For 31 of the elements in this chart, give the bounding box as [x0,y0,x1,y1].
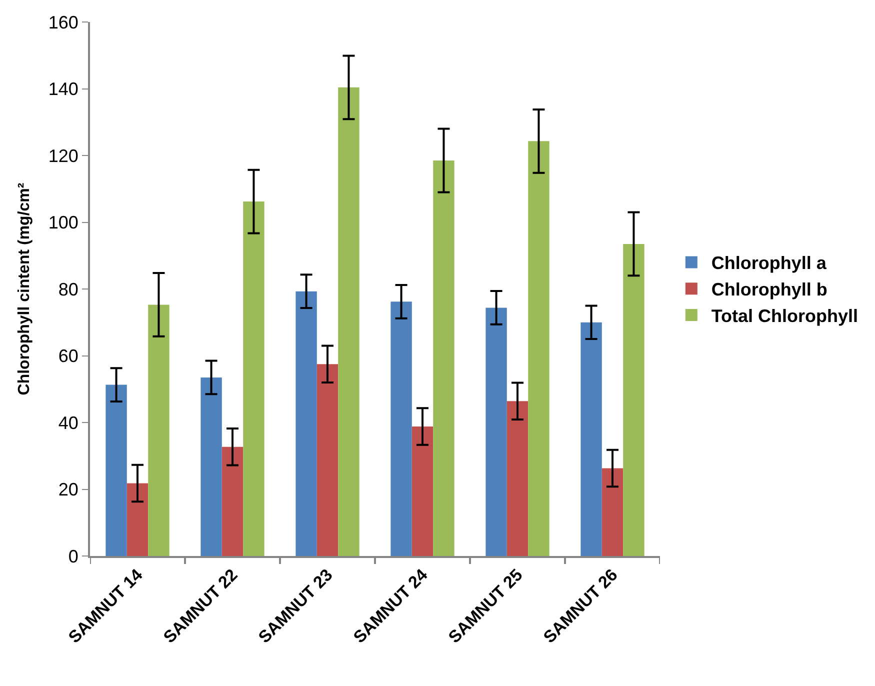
bar [316,364,338,556]
bar [338,87,360,556]
bar [126,483,148,556]
y-tick-label: 40 [58,412,78,433]
bar [296,291,317,556]
legend-label: Total Chlorophyll [711,306,858,326]
y-tick-label: 160 [48,12,78,32]
bar [148,304,170,556]
bar [506,401,528,556]
y-axis-title: Chlorophyll cintent (mg/cm² [16,182,33,396]
y-tick-label: 100 [48,212,78,233]
bar [412,426,434,556]
bar [390,302,412,556]
bar [433,160,454,556]
y-tick-label: 80 [58,279,78,300]
bar [528,141,550,556]
bar [106,384,127,556]
y-tick-label: 120 [48,146,78,166]
bar [222,446,244,556]
legend-label: Chlorophyll a [711,253,828,274]
bar [200,377,222,556]
y-tick-label: 60 [58,346,78,366]
y-tick-label: 20 [58,480,78,500]
y-tick-label: 0 [68,546,78,566]
bar [243,202,264,556]
bar [623,244,644,556]
bar [486,308,507,556]
bar [580,322,602,556]
legend-label: Chlorophyll b [711,280,828,300]
y-tick-label: 140 [48,79,78,100]
bar [602,468,624,556]
